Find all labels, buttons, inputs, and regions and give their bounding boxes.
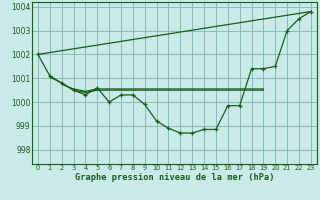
X-axis label: Graphe pression niveau de la mer (hPa): Graphe pression niveau de la mer (hPa) <box>75 173 274 182</box>
